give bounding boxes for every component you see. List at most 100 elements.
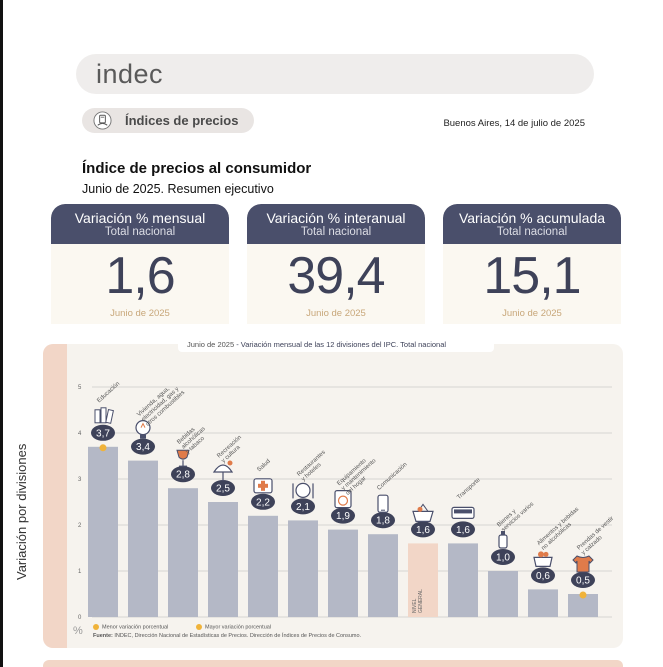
category-label: Bienes yservicios varios [496, 497, 535, 534]
card-value: 39,4 [287, 247, 385, 305]
source-label: Fuente: [93, 633, 113, 639]
value-label: 3,7 [96, 428, 110, 439]
bar[interactable] [448, 543, 478, 617]
value-label: 1,9 [336, 511, 350, 522]
value-label: 2,2 [256, 497, 270, 508]
bar[interactable] [488, 571, 518, 617]
legend-max-label: Mayor variación porcentual [205, 624, 272, 631]
bar-general-level[interactable] [408, 543, 438, 617]
category-label: Equipamientoy mantenimientodel hogar [336, 453, 382, 497]
category-label: Restaurantesy hoteles [296, 450, 331, 483]
dining-icon [292, 482, 314, 499]
bar[interactable] [88, 446, 118, 617]
phone-icon [377, 494, 389, 513]
section-badge-label: Índices de precios [125, 113, 239, 128]
page-subtitle: Junio de 2025. Resumen ejecutivo [82, 182, 274, 196]
category-label: Prendas de vestiry calzado [576, 516, 619, 557]
books-icon [94, 407, 114, 424]
source-text: INDEC, Dirección Nacional de Estadística… [112, 633, 362, 639]
card-header: Variación % acumulada Total nacional [443, 204, 621, 244]
card-subtitle: Total nacional [496, 226, 568, 238]
hygiene-icon [498, 531, 508, 549]
category-label: Educación [96, 381, 121, 404]
y-tick-label: 3 [78, 477, 82, 483]
beach-umbrella-icon [212, 460, 234, 481]
lightbulb-icon [135, 420, 151, 439]
value-label: 1,0 [496, 553, 510, 564]
value-label: 2,8 [176, 470, 190, 481]
page-title: Índice de precios al consumidor [82, 160, 312, 177]
value-bubble [571, 572, 595, 588]
card-period: Junio de 2025 [110, 308, 170, 319]
card-period: Junio de 2025 [502, 308, 562, 319]
general-level-label: NIVELGENERAL [412, 589, 424, 613]
bar[interactable] [528, 589, 558, 617]
card-monthly-variation: Variación % mensual Total nacional 1,6 J… [51, 204, 229, 324]
value-label: 3,4 [136, 442, 150, 453]
card-accumulated-variation: Variación % acumulada Total nacional 15,… [443, 204, 621, 324]
value-label: 0,6 [536, 571, 550, 582]
category-label: Comunicación [376, 462, 408, 492]
y-tick-label: 5 [78, 385, 82, 391]
value-label: 1,6 [456, 525, 470, 536]
chart-caption-period: Junio de 2025 [187, 340, 235, 349]
bus-icon [451, 506, 475, 520]
y-tick-label: 0 [78, 615, 82, 621]
card-yearly-variation: Variación % interanual Total nacional 39… [247, 204, 425, 324]
card-title: Variación % mensual [74, 210, 206, 226]
category-label: Salud [256, 459, 271, 474]
card-period: Junio de 2025 [306, 308, 366, 319]
bar[interactable] [168, 488, 198, 617]
value-label: 1,6 [416, 525, 430, 536]
value-bubble [371, 512, 395, 529]
value-bubble [411, 521, 435, 538]
min-marker [579, 591, 587, 599]
chart-side-band [43, 344, 67, 648]
chart-source: Fuente: INDEC, Dirección Nacional de Est… [93, 633, 361, 639]
y-tick-label: 1 [78, 569, 82, 575]
value-label: 2,1 [296, 502, 310, 513]
bar[interactable] [208, 502, 238, 617]
card-title: Variación % interanual [266, 210, 406, 226]
washing-machine-icon [334, 490, 352, 509]
value-label: 1,8 [376, 516, 390, 527]
calculator-hand-icon [93, 111, 112, 130]
bar[interactable] [248, 515, 278, 617]
left-rule [0, 0, 3, 667]
card-header: Variación % interanual Total nacional [247, 204, 425, 244]
value-label: 0,5 [576, 576, 590, 587]
chart-caption: Junio de 2025 - Variación mensual de las… [187, 340, 446, 349]
bar[interactable] [328, 529, 358, 617]
indec-logo[interactable]: indec [96, 59, 164, 89]
value-bubble [91, 424, 115, 441]
legend-max: Mayor variación porcentual [196, 624, 271, 630]
value-bubble [451, 521, 475, 538]
bar[interactable] [288, 520, 318, 617]
y-tick-label: 2 [78, 523, 82, 529]
value-bubble [131, 438, 155, 455]
value-bubble [331, 507, 355, 524]
legend-max-marker [196, 624, 202, 630]
wine-glass-icon [176, 449, 190, 467]
chart-caption-box [178, 338, 494, 352]
card-value: 1,6 [105, 247, 175, 305]
bar[interactable] [568, 594, 598, 617]
value-label: 2,5 [216, 484, 230, 495]
card-title: Variación % acumulada [458, 210, 606, 226]
y-tick-label: 4 [78, 431, 82, 437]
card-subtitle: Total nacional [300, 226, 372, 238]
card-header: Variación % mensual Total nacional [51, 204, 229, 244]
next-section-stripe [43, 660, 623, 667]
food-pot-icon [533, 551, 553, 568]
value-bubble [491, 549, 515, 565]
category-label: Recreacióny cultura [216, 435, 247, 465]
card-value: 15,1 [483, 247, 581, 305]
legend-min-label: Menor variación porcentual [102, 624, 169, 631]
chart-caption-text: - Variación mensual de las 12 divisiones… [234, 340, 447, 349]
bar[interactable] [128, 460, 158, 617]
place-date: Buenos Aires, 14 de julio de 2025 [443, 118, 585, 129]
section-badge[interactable]: Índices de precios [82, 108, 254, 133]
bar[interactable] [368, 534, 398, 617]
first-aid-kit-icon [253, 478, 273, 494]
